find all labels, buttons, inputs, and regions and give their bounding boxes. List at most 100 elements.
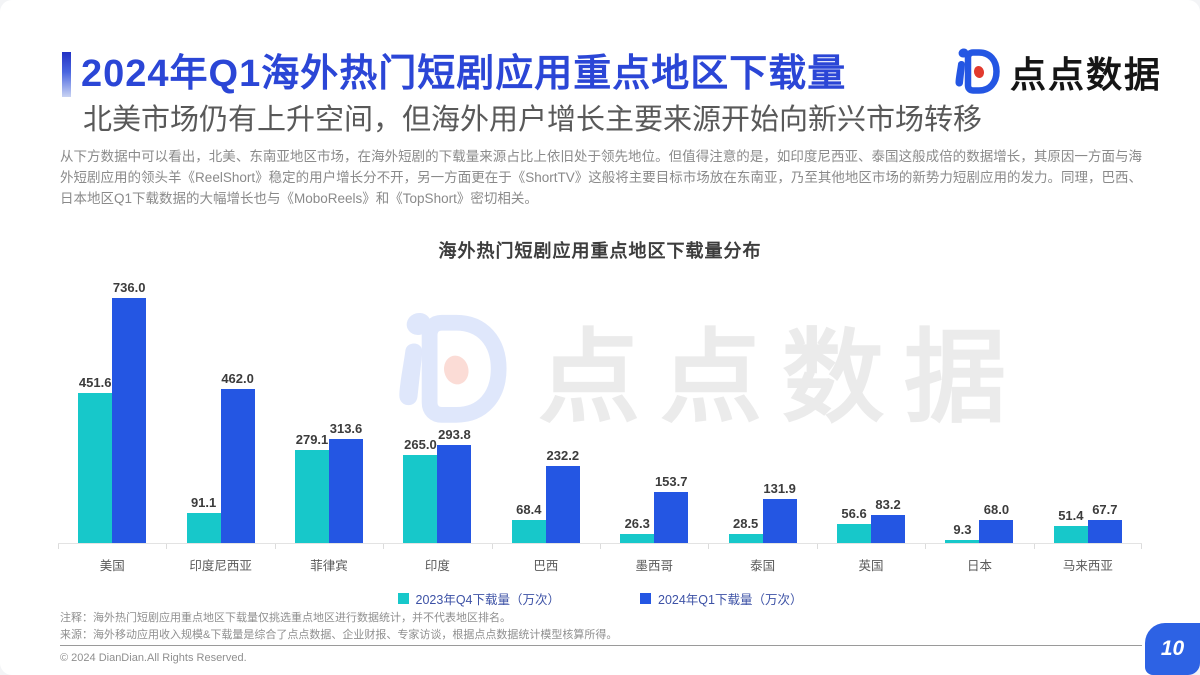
bar-group-8: 56.6 83.2 (817, 497, 925, 543)
bar-with-label: 293.8 (437, 427, 472, 543)
category-label: 墨西哥 (600, 544, 708, 574)
legend-label: 2023年Q4下载量（万次） (415, 593, 560, 607)
bar-value-label: 51.4 (1058, 508, 1084, 523)
footnote-source: 来源：海外移动应用收入规模&下载量是综合了点点数据、企业财报、专家访谈，根据点点… (60, 629, 618, 641)
bar-with-label: 451.6 (78, 375, 113, 543)
bar-value-label: 68.4 (516, 502, 542, 517)
chart-category-axis: 美国 印度尼西亚 菲律宾 印度 巴西 墨西哥 泰国 英国 日本 马来西亚 (58, 544, 1142, 574)
category-label: 日本 (925, 544, 1033, 574)
category-label: 印度 (383, 544, 491, 574)
bar-chart: 451.6 736.0 91.1 462.0 279.1 313.6 265.0 293.8 6… (58, 270, 1142, 608)
bar-value-label: 9.3 (953, 522, 972, 537)
page-title: 2024年Q1海外热门短剧应用重点地区下载量 (81, 53, 847, 95)
bar-value-label: 293.8 (438, 427, 471, 442)
bar-with-label: 51.4 (1053, 508, 1088, 543)
bar-value-label: 462.0 (221, 371, 254, 386)
bar-2024-q1 (112, 298, 147, 543)
bar-2024-q1 (1087, 520, 1122, 543)
category-label: 英国 (816, 544, 925, 574)
page-subtitle: 北美市场仍有上升空间，但海外用户增长主要来源开始向新兴市场转移 (83, 104, 983, 136)
bar-value-label: 153.7 (654, 474, 688, 489)
bar-with-label: 26.3 (620, 516, 655, 543)
bar-with-label: 153.7 (654, 474, 689, 543)
bar-value-label: 451.6 (78, 375, 112, 390)
bar-2023-q4 (620, 534, 655, 543)
bar-with-label: 28.5 (728, 516, 763, 543)
bar-2023-q4 (78, 393, 113, 543)
footnote-annotation: 注释：海外热门短剧应用重点地区下载量仅挑选重点地区进行数据统计，并不代表地区排名… (60, 612, 511, 624)
bar-value-label: 83.2 (875, 497, 901, 512)
bar-2024-q1 (220, 389, 255, 543)
chart-title: 海外热门短剧应用重点地区下载量分布 (438, 241, 762, 261)
bar-value-label: 232.2 (546, 448, 580, 463)
category-label: 巴西 (491, 544, 600, 574)
bar-group-9: 9.3 68.0 (925, 502, 1033, 543)
bar-with-label: 68.0 (979, 502, 1014, 543)
bar-with-label: 265.0 (403, 437, 438, 543)
bar-group-4: 265.0 293.8 (383, 427, 491, 543)
bar-group-7: 28.5 131.9 (708, 481, 816, 543)
bar-with-label: 56.6 (837, 506, 872, 543)
bar-group-6: 26.3 153.7 (600, 474, 708, 543)
bar-2024-q1 (329, 439, 364, 543)
bar-with-label: 131.9 (762, 481, 797, 543)
bar-with-label: 91.1 (186, 495, 221, 543)
legend-item-2023-q4: 2023年Q4下载量（万次） (397, 589, 560, 608)
diandian-logo-icon (955, 48, 1000, 94)
bar-2023-q4 (403, 455, 438, 543)
bar-with-label: 83.2 (871, 497, 906, 543)
bar-2023-q4 (1053, 526, 1088, 543)
bar-2024-q1 (762, 499, 797, 543)
legend-item-2024-q1: 2024年Q1下载量（万次） (640, 589, 802, 608)
category-label: 马来西亚 (1033, 544, 1142, 574)
bar-group-2: 91.1 462.0 (166, 371, 274, 543)
bar-2024-q1 (545, 466, 580, 543)
category-label: 印度尼西亚 (166, 544, 274, 574)
category-label: 泰国 (708, 544, 816, 574)
title-accent-bar (62, 52, 71, 97)
bar-value-label: 91.1 (190, 495, 217, 510)
bar-with-label: 68.4 (511, 502, 546, 543)
bar-2023-q4 (945, 540, 980, 543)
bar-2023-q4 (295, 450, 330, 543)
copyright-text: © 2024 DianDian.All Rights Reserved. (60, 652, 247, 664)
bar-2023-q4 (837, 524, 872, 543)
bar-with-label: 279.1 (295, 432, 330, 543)
bar-value-label: 279.1 (295, 432, 329, 447)
bar-2024-q1 (979, 520, 1014, 543)
bar-with-label: 462.0 (220, 371, 255, 543)
brand-logo-text: 点点数据 (1009, 54, 1162, 95)
bar-value-label: 68.0 (983, 502, 1010, 517)
bar-value-label: 265.0 (404, 437, 437, 452)
bar-value-label: 313.6 (329, 421, 363, 436)
page-number: 10 (1160, 637, 1185, 660)
bar-2024-q1 (654, 492, 689, 543)
legend-swatch (640, 593, 651, 604)
bar-2023-q4 (728, 534, 763, 543)
legend-label: 2024年Q1下载量（万次） (658, 593, 803, 607)
bar-with-label: 736.0 (112, 280, 147, 543)
bar-with-label: 313.6 (329, 421, 364, 543)
brand-logo: 点点数据 (950, 46, 1162, 98)
page-number-badge: 10 (1145, 623, 1200, 675)
bar-value-label: 56.6 (841, 506, 867, 521)
bar-group-1: 451.6 736.0 (58, 280, 166, 543)
bar-2024-q1 (437, 445, 472, 543)
bar-with-label: 9.3 (945, 522, 980, 543)
bar-with-label: 67.7 (1087, 502, 1122, 543)
bar-value-label: 67.7 (1092, 502, 1118, 517)
bar-value-label: 26.3 (624, 516, 650, 531)
bar-2023-q4 (186, 513, 221, 543)
bar-with-label: 232.2 (545, 448, 580, 543)
bar-value-label: 131.9 (763, 481, 796, 496)
legend-swatch (397, 593, 409, 604)
bar-value-label: 736.0 (112, 280, 146, 295)
bar-group-5: 68.4 232.2 (492, 448, 600, 543)
bar-2024-q1 (871, 515, 906, 543)
category-label: 美国 (58, 544, 166, 574)
chart-plot-area: 451.6 736.0 91.1 462.0 279.1 313.6 265.0 293.8 6… (58, 270, 1142, 544)
category-label: 菲律宾 (274, 544, 383, 574)
bar-group-3: 279.1 313.6 (275, 421, 383, 543)
body-paragraph: 从下方数据中可以看出，北美、东南亚地区市场，在海外短剧的下载量来源占比上依旧处于… (60, 149, 1142, 206)
